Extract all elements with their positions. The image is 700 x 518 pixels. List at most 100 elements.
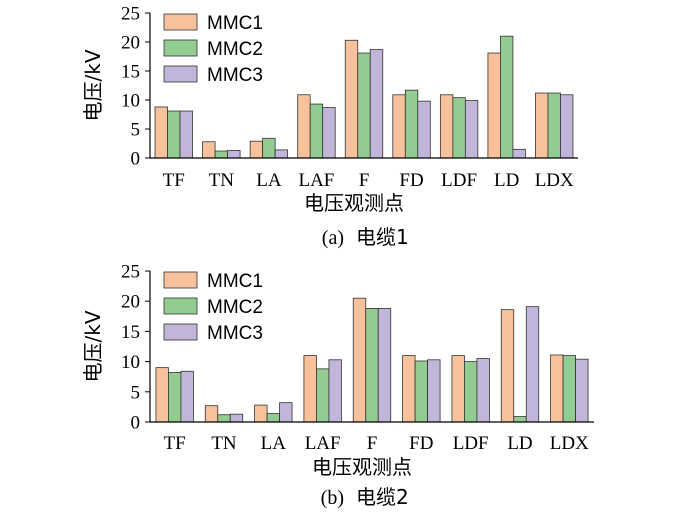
- y-axis-label: 电压/kV: [81, 49, 105, 121]
- x-category-label: FD: [409, 433, 433, 454]
- legend-label-mmc3: MMC3: [207, 65, 263, 86]
- x-category-label: TF: [164, 433, 186, 454]
- x-category-label: TN: [211, 433, 237, 454]
- bar-mmc1-la: [254, 404, 268, 423]
- bar-mmc3-tf: [180, 370, 194, 423]
- y-tick-label: 25: [121, 4, 140, 25]
- bar-mmc3-ldx: [560, 94, 574, 159]
- bar-mmc3-ld: [512, 148, 526, 159]
- bar-mmc3-tn: [229, 413, 244, 423]
- x-category-label: LAF: [298, 170, 334, 191]
- caption-text: 电缆2: [356, 485, 409, 509]
- bar-mmc2-fd: [404, 89, 419, 159]
- bar-mmc2-tf: [168, 372, 182, 423]
- bar-mmc3-fd: [427, 359, 441, 423]
- bar-mmc3-la: [274, 149, 289, 159]
- x-category-label: LD: [494, 170, 519, 191]
- bar-mmc1-fd: [402, 355, 416, 423]
- y-tick-label: 10: [121, 91, 140, 112]
- legend-label-mmc3: MMC3: [207, 323, 263, 344]
- legend-swatch-mmc1: [163, 271, 198, 289]
- bar-mmc2-ld: [513, 416, 527, 423]
- bar-mmc2-ldx: [562, 355, 576, 423]
- bar-mmc1-tn: [204, 405, 219, 423]
- x-category-label: TN: [209, 170, 235, 191]
- chart-b: 0 5 10 15 20 25 TF TN LA LAF F FD LDF LD LDX MMC1 MMC2 MM…: [81, 262, 594, 509]
- x-category-label: F: [367, 433, 378, 454]
- x-category-label: LDF: [441, 170, 477, 191]
- bar-mmc1-ldf: [451, 355, 465, 423]
- x-category-label: LD: [507, 433, 532, 454]
- x-category-label: LA: [256, 170, 282, 191]
- bar-mmc1-la: [249, 140, 264, 159]
- caption-text: 电缆1: [356, 225, 409, 249]
- bar-mmc3-laf: [328, 359, 342, 423]
- bar-mmc2-fd: [414, 360, 428, 423]
- bar-mmc2-f: [365, 308, 379, 423]
- x-category-label: LDX: [550, 433, 589, 454]
- legend-label-mmc2: MMC2: [207, 297, 263, 318]
- legend-label-mmc1: MMC1: [207, 271, 263, 292]
- legend-swatch-mmc1: [163, 13, 198, 31]
- bar-mmc3-laf: [322, 107, 336, 159]
- bar-mmc2-ldx: [547, 92, 561, 159]
- bar-mmc1-ldf: [439, 94, 454, 159]
- y-axis-label: 电压/kV: [81, 310, 105, 382]
- bar-mmc2-ldf: [464, 361, 478, 423]
- bar-mmc2-ld: [500, 35, 514, 159]
- bar-mmc1-laf: [297, 94, 311, 159]
- bar-mmc3-ldf: [476, 358, 490, 423]
- bar-mmc2-f: [357, 52, 371, 159]
- y-tick-label: 0: [131, 149, 141, 170]
- bar-mmc1-ldx: [550, 354, 564, 423]
- legend-swatch-mmc3: [163, 323, 198, 341]
- y-tick-label: 20: [121, 292, 140, 313]
- bar-mmc3-ld: [525, 306, 540, 423]
- legend-swatch-mmc2: [163, 297, 198, 315]
- legend-label-mmc2: MMC2: [207, 39, 263, 60]
- bar-mmc1-tn: [202, 141, 216, 159]
- x-category-label: LDF: [453, 433, 489, 454]
- bar-mmc1-ld: [487, 52, 501, 159]
- legend-label-mmc1: MMC1: [207, 13, 263, 34]
- bar-mmc2-la: [262, 137, 276, 159]
- bar-mmc3-tf: [179, 110, 193, 159]
- y-tick-label: 15: [121, 322, 140, 343]
- bar-mmc3-fd: [417, 100, 431, 159]
- bar-mmc1-tf: [155, 367, 169, 423]
- bar-mmc2-la: [266, 413, 280, 423]
- bar-mmc2-tn: [214, 150, 228, 159]
- x-category-label: LAF: [305, 433, 341, 454]
- bar-mmc3-la: [279, 402, 293, 423]
- legend-swatch-mmc2: [163, 39, 198, 57]
- y-tick-label: 20: [121, 33, 140, 54]
- y-tick-label: 25: [121, 262, 140, 283]
- bar-mmc3-ldf: [464, 100, 479, 159]
- y-tick-label: 0: [131, 413, 141, 434]
- x-category-label: FD: [399, 170, 423, 191]
- x-category-label: TF: [163, 170, 185, 191]
- bar-mmc1-fd: [392, 94, 406, 159]
- x-axis-label: 电压观测点: [304, 191, 404, 215]
- chart-a: 0 5 10 15 20 25 TF TN LA LAF F FD LDF LD LDX MMC1 MMC2 MM…: [81, 4, 578, 249]
- x-category-label: LDX: [535, 170, 574, 191]
- y-tick-label: 5: [131, 382, 141, 403]
- bar-mmc2-tn: [217, 414, 231, 423]
- bar-mmc1-f: [352, 297, 367, 423]
- bar-mmc1-tf: [154, 106, 168, 159]
- bar-mmc2-tf: [167, 110, 181, 159]
- y-tick-label: 5: [131, 120, 141, 141]
- bar-mmc3-f: [377, 308, 392, 423]
- legend-swatch-mmc3: [163, 65, 198, 83]
- bar-mmc1-ldx: [535, 92, 549, 159]
- bar-mmc3-tn: [227, 150, 241, 159]
- bar-mmc3-f: [369, 49, 384, 159]
- bar-mmc1-ld: [500, 309, 515, 423]
- y-tick-label: 15: [121, 62, 140, 83]
- x-axis-label: 电压观测点: [312, 455, 412, 479]
- bar-mmc2-ldf: [452, 97, 466, 159]
- bar-mmc2-laf: [316, 368, 330, 423]
- caption-label: (b): [321, 487, 344, 509]
- bar-mmc3-ldx: [575, 358, 589, 423]
